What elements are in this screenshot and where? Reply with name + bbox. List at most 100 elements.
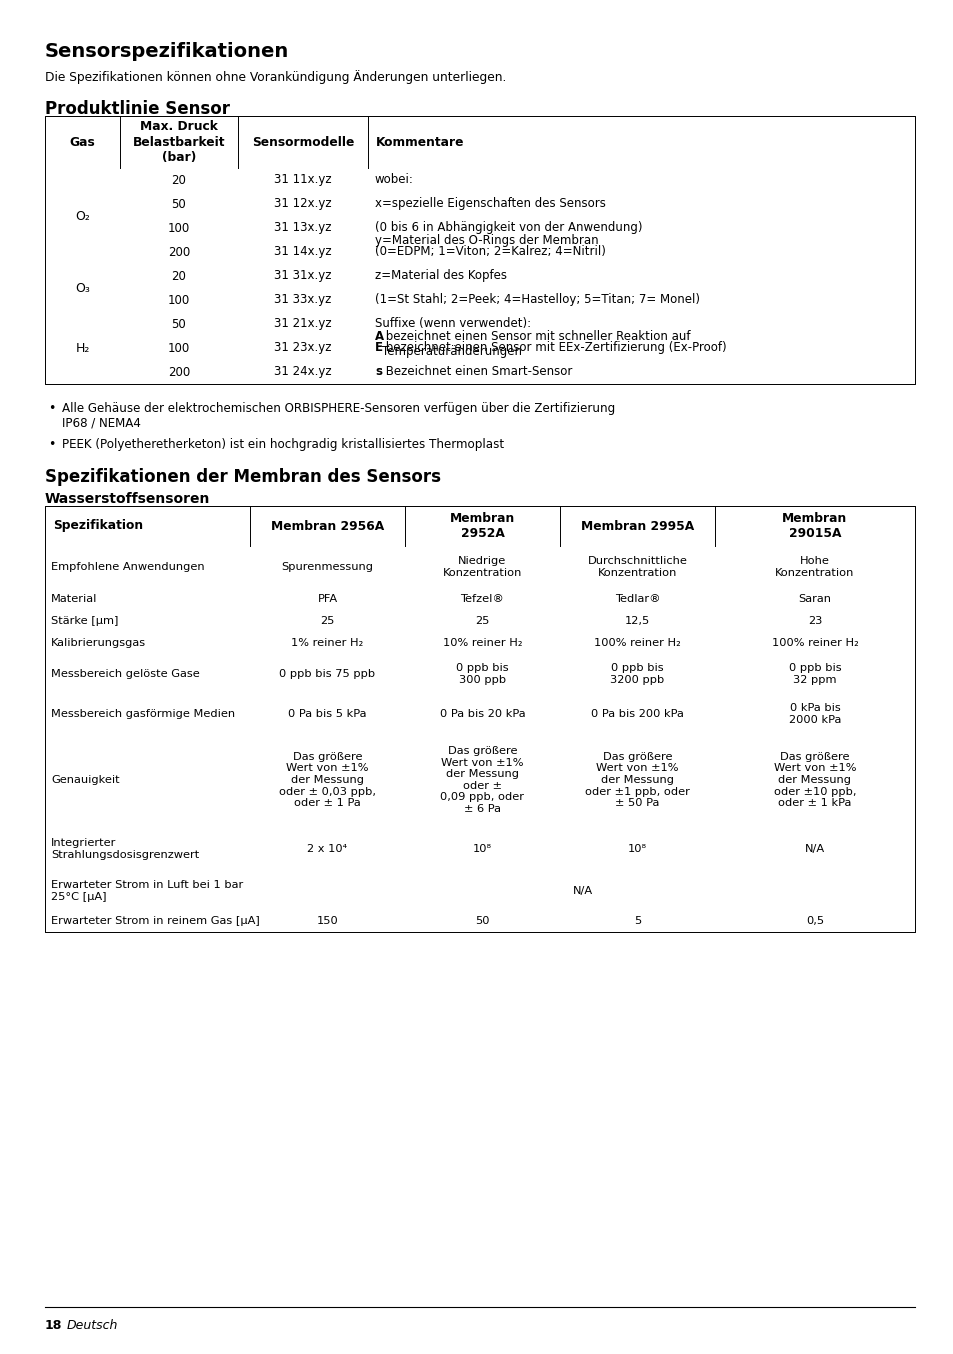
Text: 12,5: 12,5	[624, 616, 649, 626]
Text: 50: 50	[172, 198, 186, 210]
Text: (0 bis 6 in Abhängigkeit von der Anwendung): (0 bis 6 in Abhängigkeit von der Anwendu…	[375, 221, 641, 234]
Text: bezeichnet einen Sensor mit EEx-Zertifizierung (Ex-Proof): bezeichnet einen Sensor mit EEx-Zertifiz…	[381, 341, 726, 353]
Bar	[45, 826, 250, 872]
Bar	[45, 632, 250, 654]
Text: Kalibrierungsgas: Kalibrierungsgas	[51, 638, 146, 649]
Text: bezeichnet einen Sensor mit schneller Reaktion auf
Temperaturänderungen: bezeichnet einen Sensor mit schneller Re…	[381, 330, 690, 357]
Text: 50: 50	[475, 917, 489, 926]
Text: H₂: H₂	[75, 341, 90, 355]
Text: 25: 25	[475, 616, 489, 626]
Bar	[559, 546, 714, 588]
Text: 0 kPa bis
2000 kPa: 0 kPa bis 2000 kPa	[788, 703, 841, 724]
Text: 1% reiner H₂: 1% reiner H₂	[291, 638, 363, 649]
Text: 0 Pa bis 200 kPa: 0 Pa bis 200 kPa	[591, 709, 683, 719]
Text: •: •	[48, 437, 55, 451]
Text: Spurenmessung: Spurenmessung	[281, 562, 374, 571]
Text: Gas: Gas	[70, 135, 95, 149]
Text: 5: 5	[633, 917, 640, 926]
Text: PEEK (Polyetheretherketon) ist ein hochgradig kristallisiertes Thermoplast: PEEK (Polyetheretherketon) ist ein hochg…	[62, 437, 503, 451]
Bar	[559, 910, 714, 932]
Text: 0 ppb bis
300 ppb: 0 ppb bis 300 ppb	[456, 663, 508, 685]
Bar	[45, 264, 120, 311]
Text: 10% reiner H₂: 10% reiner H₂	[442, 638, 521, 649]
Bar	[237, 336, 368, 360]
Text: Membran
2952A: Membran 2952A	[450, 512, 515, 540]
Text: Durchschnittliche
Konzentration: Durchschnittliche Konzentration	[587, 556, 687, 578]
Bar	[714, 826, 914, 872]
Text: 31 12x.yz: 31 12x.yz	[274, 198, 332, 210]
Bar	[368, 168, 914, 385]
Bar	[237, 217, 368, 240]
Text: 31 21x.yz: 31 21x.yz	[274, 317, 332, 330]
Text: 0,5: 0,5	[805, 917, 823, 926]
Bar	[45, 734, 250, 826]
Text: Membran
29015A: Membran 29015A	[781, 512, 846, 540]
Text: 0 ppb bis
3200 ppb: 0 ppb bis 3200 ppb	[610, 663, 664, 685]
Text: Messbereich gelöste Gase: Messbereich gelöste Gase	[51, 669, 199, 678]
Text: Integrierter
Strahlungsdosisgrenzwert: Integrierter Strahlungsdosisgrenzwert	[51, 838, 199, 860]
Bar	[237, 264, 368, 288]
Bar	[250, 734, 405, 826]
Text: Die Spezifikationen können ohne Vorankündigung Änderungen unterliegen.: Die Spezifikationen können ohne Vorankün…	[45, 70, 506, 84]
Text: 31 24x.yz: 31 24x.yz	[274, 366, 332, 379]
Bar	[45, 546, 250, 588]
Text: Membran 2995A: Membran 2995A	[580, 520, 694, 532]
Bar	[559, 654, 714, 695]
Text: 100: 100	[168, 222, 190, 234]
Bar	[237, 288, 368, 311]
Text: A: A	[375, 330, 384, 343]
Text: 23: 23	[807, 616, 821, 626]
Bar	[120, 336, 237, 360]
Text: Max. Druck
Belastbarkeit
(bar): Max. Druck Belastbarkeit (bar)	[132, 121, 225, 164]
Bar	[405, 695, 559, 734]
Bar	[714, 910, 914, 932]
Bar	[45, 506, 914, 932]
Bar	[120, 168, 237, 192]
Text: Tedlar®: Tedlar®	[614, 594, 659, 604]
Text: 200: 200	[168, 366, 190, 379]
Text: 100: 100	[168, 341, 190, 355]
Bar	[45, 311, 120, 385]
Bar	[405, 734, 559, 826]
Bar	[45, 872, 250, 910]
Text: •: •	[48, 402, 55, 414]
Text: N/A: N/A	[572, 886, 592, 896]
Bar	[559, 588, 714, 611]
Text: Das größere
Wert von ±1%
der Messung
oder ±
0,09 ppb, oder
± 6 Pa: Das größere Wert von ±1% der Messung ode…	[440, 746, 524, 814]
Text: z=Material des Kopfes: z=Material des Kopfes	[375, 269, 506, 282]
Bar	[250, 695, 405, 734]
Text: Das größere
Wert von ±1%
der Messung
oder ± 0,03 ppb,
oder ± 1 Pa: Das größere Wert von ±1% der Messung ode…	[278, 751, 375, 808]
Text: 20: 20	[172, 173, 186, 187]
Text: Spezifikation: Spezifikation	[53, 520, 143, 532]
Text: Stärke [μm]: Stärke [μm]	[51, 616, 118, 626]
Bar	[250, 872, 914, 910]
Bar	[250, 654, 405, 695]
Text: 100% reiner H₂: 100% reiner H₂	[771, 638, 858, 649]
Bar	[250, 632, 405, 654]
Bar	[45, 168, 120, 264]
Text: 18: 18	[45, 1319, 62, 1332]
Bar	[120, 311, 237, 336]
Bar	[559, 734, 714, 826]
Text: s: s	[375, 366, 381, 378]
Bar	[250, 611, 405, 632]
Bar	[45, 588, 250, 611]
Bar	[405, 546, 559, 588]
Bar	[405, 654, 559, 695]
Text: 0 Pa bis 5 kPa: 0 Pa bis 5 kPa	[288, 709, 366, 719]
Bar	[714, 734, 914, 826]
Bar	[120, 264, 237, 288]
Text: 100: 100	[168, 294, 190, 306]
Text: 0 ppb bis
32 ppm: 0 ppb bis 32 ppm	[788, 663, 841, 685]
Text: Kommentare: Kommentare	[375, 135, 464, 149]
Text: Suffixe (wenn verwendet):: Suffixe (wenn verwendet):	[375, 317, 531, 330]
Text: 10⁸: 10⁸	[473, 844, 492, 854]
Text: Produktlinie Sensor: Produktlinie Sensor	[45, 100, 230, 118]
Text: 100% reiner H₂: 100% reiner H₂	[594, 638, 680, 649]
Text: 0 ppb bis 75 ppb: 0 ppb bis 75 ppb	[279, 669, 375, 678]
Text: (1=St Stahl; 2=Peek; 4=Hastelloy; 5=Titan; 7= Monel): (1=St Stahl; 2=Peek; 4=Hastelloy; 5=Tita…	[375, 292, 700, 306]
Bar	[250, 588, 405, 611]
Text: Das größere
Wert von ±1%
der Messung
oder ±1 ppb, oder
± 50 Pa: Das größere Wert von ±1% der Messung ode…	[584, 751, 689, 808]
Text: Genauigkeit: Genauigkeit	[51, 774, 119, 785]
Bar	[45, 116, 914, 168]
